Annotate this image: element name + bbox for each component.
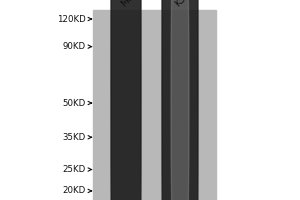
Text: K562: K562 <box>174 0 196 8</box>
Bar <box>93 10 216 200</box>
Ellipse shape <box>111 0 141 200</box>
Text: 25KD: 25KD <box>62 165 85 174</box>
Text: 50KD: 50KD <box>62 99 85 108</box>
Text: 90KD: 90KD <box>62 42 86 51</box>
Text: 120KD: 120KD <box>57 15 86 24</box>
Text: 20KD: 20KD <box>62 186 85 195</box>
Text: MCF-7: MCF-7 <box>120 0 146 8</box>
Ellipse shape <box>171 0 189 200</box>
Ellipse shape <box>162 0 198 200</box>
Text: 35KD: 35KD <box>62 133 85 142</box>
